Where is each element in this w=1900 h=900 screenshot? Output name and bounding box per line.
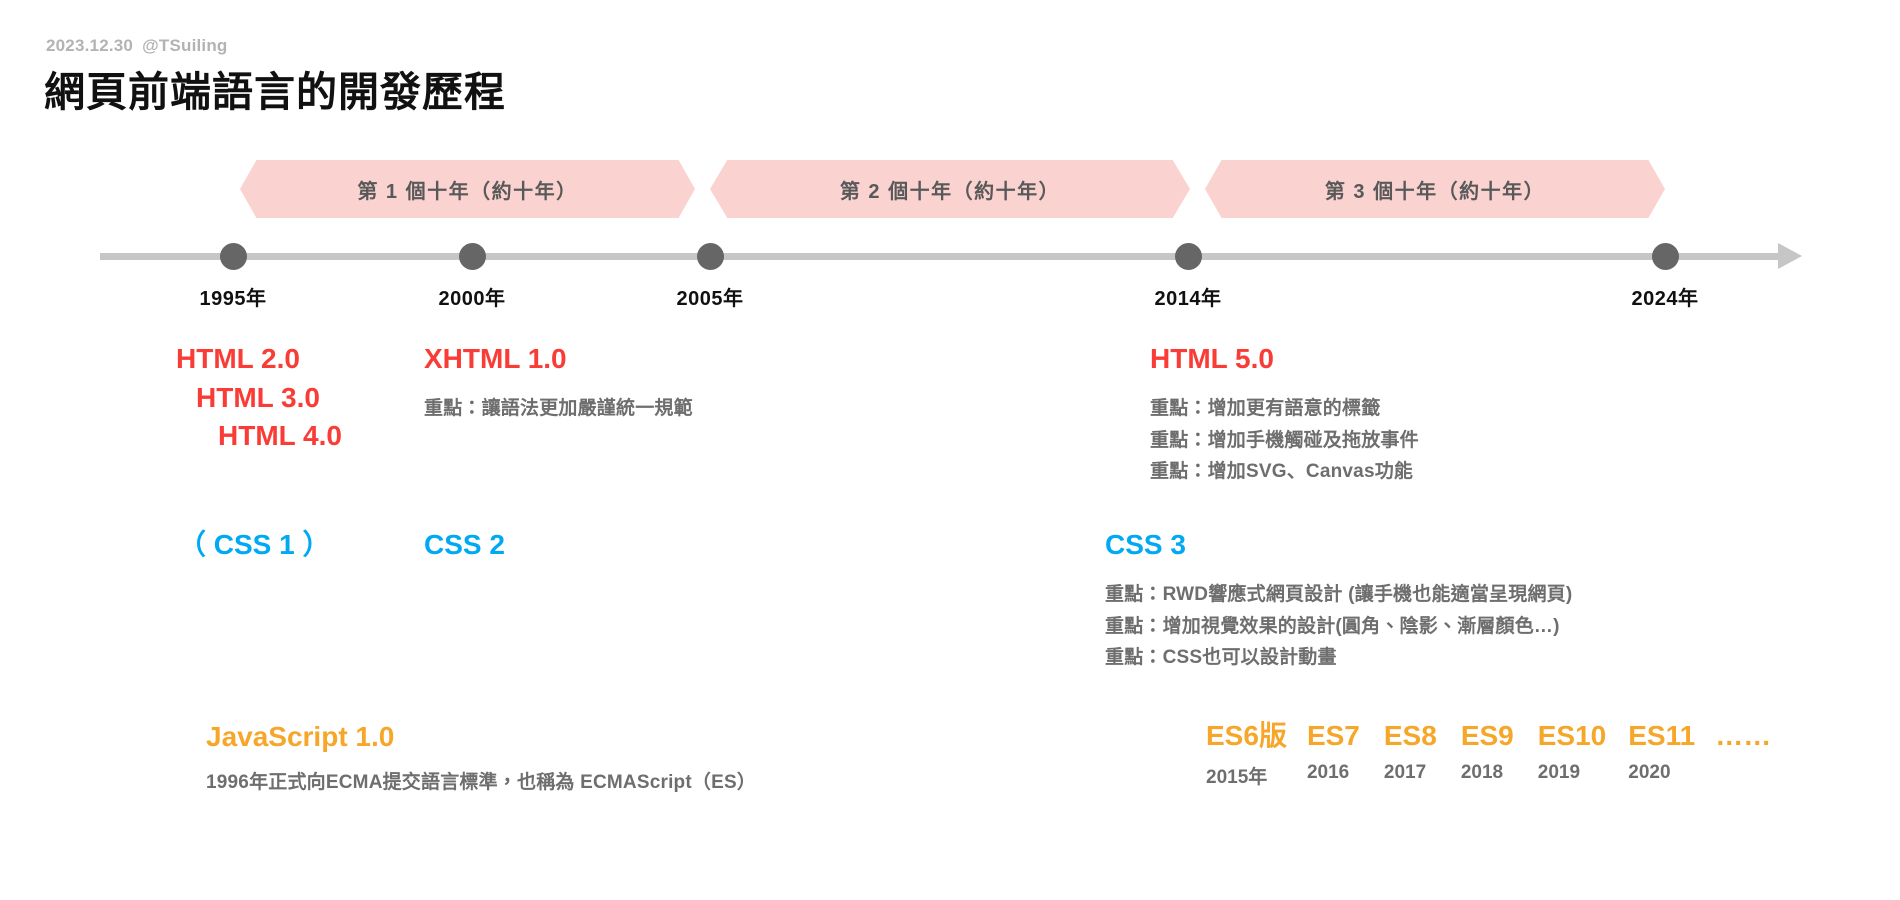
decade-label-1: 第 1 個十年（約十年） [357,180,578,203]
xhtml-block: XHTML 1.0 重點：讓語法更加嚴謹統一規範 [424,340,693,425]
css3-note-2: 重點：增加視覺效果的設計(圓角、陰影、漸層顏色…) [1105,615,1560,637]
decade-arrow-1: 第 1 個十年（約十年） [240,160,695,218]
decade-arrow-2: 第 2 個十年（約十年） [710,160,1190,218]
es-name-es9: ES9 [1460,720,1514,751]
html-version-4: HTML 4.0 [218,420,342,452]
css3-note-1: 重點：RWD響應式網頁設計 (讓手機也能適當呈現網頁) [1105,583,1573,605]
es-name-es6: ES6版 [1206,720,1287,751]
html5-note-2: 重點：增加手機觸碰及拖放事件 [1150,429,1419,451]
javascript-note-1: 1996年正式向ECMA提交語言標準，也稱為 ECMAScript（ES） [206,771,757,793]
html5-note-1: 重點：增加更有語意的標籤 [1150,397,1381,419]
decade-band: 第 1 個十年（約十年） 第 2 個十年（約十年） 第 3 個十年（約十年） [0,160,1900,218]
es-ellipsis: …… [1715,720,1772,751]
es-name-es8: ES8 [1383,720,1437,751]
css1-title: （ CSS 1 ） [178,529,331,560]
css2-block: CSS 2 [424,526,505,565]
es-cell-es7: ES7 2016 [1307,718,1360,784]
css3-title: CSS 3 [1105,529,1186,560]
timeline-dot-2024 [1652,243,1679,270]
css3-note-3: 重點：CSS也可以設計動畫 [1105,647,1337,669]
es-year-es11: 2020 [1628,762,1671,784]
es-versions-block: ES6版 2015年 ES7 2016 ES8 2017 ES9 2018 ES… [1206,718,1771,789]
decade-label-2: 第 2 個十年（約十年） [839,180,1061,203]
javascript-block: JavaScript 1.0 1996年正式向ECMA提交語言標準，也稱為 EC… [206,718,756,799]
es-cell-es8: ES8 2017 [1384,718,1437,784]
timeline-year-2000: 2000年 [438,288,506,310]
html5-block: HTML 5.0 重點：增加更有語意的標籤 重點：增加手機觸碰及拖放事件 重點：… [1150,340,1419,488]
timeline-dot-2014 [1175,243,1202,270]
css3-block: CSS 3 重點：RWD響應式網頁設計 (讓手機也能適當呈現網頁) 重點：增加視… [1105,526,1572,674]
es-year-es6: 2015年 [1206,767,1268,789]
html5-title: HTML 5.0 [1150,343,1274,374]
es-cell-es6: ES6版 2015年 [1206,718,1287,789]
es-cell-es10: ES10 2019 [1538,718,1607,784]
css1-block: （ CSS 1 ） [178,526,330,565]
es-year-es8: 2017 [1383,762,1427,784]
html-version-3: HTML 3.0 [196,381,320,413]
xhtml-title: XHTML 1.0 [424,343,567,374]
timeline-dot-1995 [220,243,247,270]
timeline-arrowhead-icon [1778,243,1802,269]
byline: 2023.12.30 @TSuiling [46,36,228,56]
es-year-es7: 2016 [1306,762,1350,784]
html5-note-3: 重點：增加SVG、Canvas功能 [1150,461,1414,483]
html-early-versions-block: HTML 2.0 HTML 3.0 HTML 4.0 [176,340,342,456]
decade-arrow-3: 第 3 個十年（約十年） [1205,160,1665,218]
es-cell-es11: ES11 2020 [1628,718,1695,784]
byline-date: 2023.12.30 [46,36,134,55]
es-name-es7: ES7 [1306,720,1360,751]
es-year-es9: 2018 [1460,762,1504,784]
timeline-year-1995: 1995年 [199,288,267,310]
javascript-title: JavaScript 1.0 [206,721,395,752]
es-versions-row: ES6版 2015年 ES7 2016 ES8 2017 ES9 2018 ES… [1206,718,1771,789]
es-cell-es9: ES9 2018 [1461,718,1514,784]
css2-title: CSS 2 [424,529,505,560]
es-name-es11: ES11 [1628,720,1696,751]
timeline-year-2014: 2014年 [1154,288,1222,310]
es-name-es10: ES10 [1537,720,1607,751]
byline-author: @TSuiling [142,36,228,55]
timeline-axis-line [100,253,1780,260]
timeline-year-2005: 2005年 [676,288,744,310]
page-title: 網頁前端語言的開發歷程 [44,69,506,115]
timeline-year-2024: 2024年 [1631,288,1699,310]
html-version-2: HTML 2.0 [176,343,300,374]
es-year-es10: 2019 [1537,762,1581,784]
xhtml-note-1: 重點：讓語法更加嚴謹統一規範 [424,397,693,419]
timeline-dot-2000 [459,243,486,270]
decade-label-3: 第 3 個十年（約十年） [1324,180,1546,203]
es-cell-more: …… [1715,718,1771,754]
timeline-dot-2005 [697,243,724,270]
